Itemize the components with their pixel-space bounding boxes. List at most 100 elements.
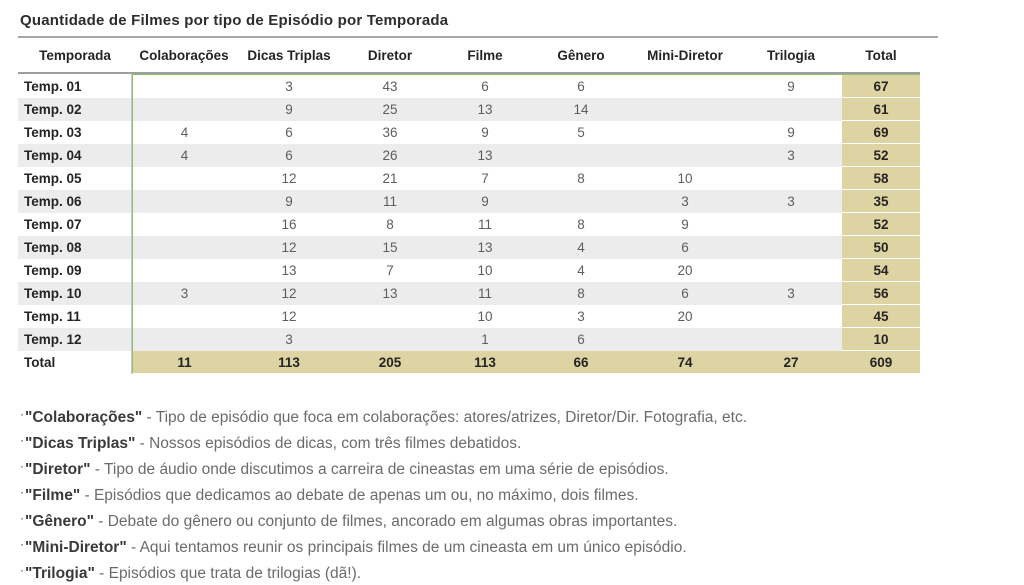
value-cell[interactable] <box>630 121 740 144</box>
value-cell[interactable]: 3 <box>132 282 236 305</box>
value-cell[interactable] <box>132 167 236 190</box>
row-total-cell[interactable]: 45 <box>842 305 920 328</box>
value-cell[interactable] <box>740 167 842 190</box>
value-cell[interactable]: 8 <box>532 282 630 305</box>
value-cell[interactable]: 6 <box>532 328 630 351</box>
row-total-cell[interactable]: 50 <box>842 236 920 259</box>
row-total-cell[interactable]: 35 <box>842 190 920 213</box>
total-value-cell[interactable]: 113 <box>438 351 532 374</box>
value-cell[interactable]: 14 <box>532 98 630 121</box>
row-total-cell[interactable]: 69 <box>842 121 920 144</box>
value-cell[interactable]: 25 <box>342 98 438 121</box>
value-cell[interactable]: 13 <box>438 98 532 121</box>
value-cell[interactable]: 21 <box>382 171 398 186</box>
value-cell[interactable]: 12 <box>236 236 342 259</box>
value-cell[interactable] <box>132 213 236 236</box>
value-cell[interactable]: 9 <box>236 98 342 121</box>
value-cell[interactable]: 9 <box>236 190 342 213</box>
value-cell[interactable]: 9 <box>681 217 689 232</box>
value-cell[interactable] <box>132 190 236 213</box>
value-cell[interactable]: 9 <box>740 74 842 98</box>
value-cell[interactable]: 3 <box>740 190 842 213</box>
value-cell[interactable]: 10 <box>477 309 493 324</box>
row-label[interactable]: Temp. 04 <box>18 144 132 167</box>
value-cell[interactable]: 3 <box>236 328 342 351</box>
value-cell[interactable] <box>132 236 236 259</box>
value-cell[interactable]: 12 <box>281 171 297 186</box>
value-cell[interactable]: 3 <box>740 144 842 167</box>
value-cell[interactable] <box>740 213 842 236</box>
value-cell[interactable] <box>342 328 438 351</box>
value-cell[interactable]: 36 <box>382 125 398 140</box>
row-label[interactable]: Temp. 08 <box>18 236 132 259</box>
row-total-cell[interactable]: 52 <box>842 213 920 236</box>
value-cell[interactable] <box>630 328 740 351</box>
row-label[interactable]: Temp. 02 <box>18 98 132 121</box>
value-cell[interactable] <box>630 144 740 167</box>
column-header-dicas-triplas[interactable]: Dicas Triplas <box>236 38 342 74</box>
row-total-cell[interactable]: 54 <box>842 259 920 282</box>
value-cell[interactable]: 4 <box>577 263 585 278</box>
row-label[interactable]: Temp. 03 <box>18 121 132 144</box>
column-header-colabora-es[interactable]: Colaborações <box>132 38 236 74</box>
value-cell[interactable]: 10 <box>677 171 693 186</box>
value-cell[interactable] <box>342 305 438 328</box>
value-cell[interactable]: 11 <box>342 190 438 213</box>
value-cell[interactable]: 13 <box>342 282 438 305</box>
value-cell[interactable]: 10 <box>477 263 493 278</box>
value-cell[interactable]: 3 <box>740 282 842 305</box>
value-cell[interactable]: 9 <box>481 125 489 140</box>
value-cell[interactable]: 13 <box>438 236 532 259</box>
value-cell[interactable]: 3 <box>236 74 342 98</box>
column-header-temporada[interactable]: Temporada <box>18 38 132 74</box>
value-cell[interactable]: 7 <box>386 263 394 278</box>
value-cell[interactable] <box>630 98 740 121</box>
value-cell[interactable]: 6 <box>236 144 342 167</box>
row-total-cell[interactable]: 56 <box>842 282 920 305</box>
value-cell[interactable]: 8 <box>577 217 585 232</box>
column-header-filme[interactable]: Filme <box>438 38 532 74</box>
row-total-cell[interactable]: 67 <box>842 74 920 98</box>
value-cell[interactable]: 12 <box>236 282 342 305</box>
value-cell[interactable]: 16 <box>281 217 297 232</box>
total-value-cell[interactable]: 11 <box>132 351 236 374</box>
total-value-cell[interactable]: 205 <box>342 351 438 374</box>
row-total-cell[interactable]: 58 <box>842 167 920 190</box>
value-cell[interactable] <box>740 236 842 259</box>
value-cell[interactable]: 6 <box>532 74 630 98</box>
total-value-cell[interactable]: 66 <box>532 351 630 374</box>
row-label[interactable]: Temp. 09 <box>18 259 132 282</box>
row-label[interactable]: Temp. 07 <box>18 213 132 236</box>
column-header-total[interactable]: Total <box>842 38 920 74</box>
value-cell[interactable]: 3 <box>577 309 585 324</box>
value-cell[interactable] <box>532 190 630 213</box>
value-cell[interactable]: 20 <box>677 263 693 278</box>
value-cell[interactable]: 6 <box>438 74 532 98</box>
column-header-trilogia[interactable]: Trilogia <box>740 38 842 74</box>
grand-total-cell[interactable]: 609 <box>842 351 920 374</box>
value-cell[interactable]: 8 <box>577 171 585 186</box>
value-cell[interactable]: 11 <box>438 282 532 305</box>
value-cell[interactable]: 12 <box>281 309 297 324</box>
value-cell[interactable] <box>740 305 842 328</box>
row-total-cell[interactable]: 52 <box>842 144 920 167</box>
value-cell[interactable] <box>132 259 236 282</box>
value-cell[interactable]: 6 <box>630 236 740 259</box>
value-cell[interactable]: 3 <box>630 190 740 213</box>
value-cell[interactable]: 8 <box>386 217 394 232</box>
row-label[interactable]: Temp. 12 <box>18 328 132 351</box>
column-header-g-nero[interactable]: Gênero <box>532 38 630 74</box>
value-cell[interactable]: 26 <box>342 144 438 167</box>
value-cell[interactable]: 13 <box>438 144 532 167</box>
value-cell[interactable]: 7 <box>481 171 489 186</box>
row-label[interactable]: Temp. 01 <box>18 74 132 98</box>
value-cell[interactable]: 11 <box>477 217 492 232</box>
column-header-diretor[interactable]: Diretor <box>342 38 438 74</box>
value-cell[interactable]: 4 <box>532 236 630 259</box>
row-label[interactable]: Temp. 06 <box>18 190 132 213</box>
total-value-cell[interactable]: 113 <box>236 351 342 374</box>
column-header-mini-diretor[interactable]: Mini-Diretor <box>630 38 740 74</box>
value-cell[interactable] <box>132 328 236 351</box>
value-cell[interactable]: 9 <box>787 125 795 140</box>
row-label[interactable]: Temp. 10 <box>18 282 132 305</box>
